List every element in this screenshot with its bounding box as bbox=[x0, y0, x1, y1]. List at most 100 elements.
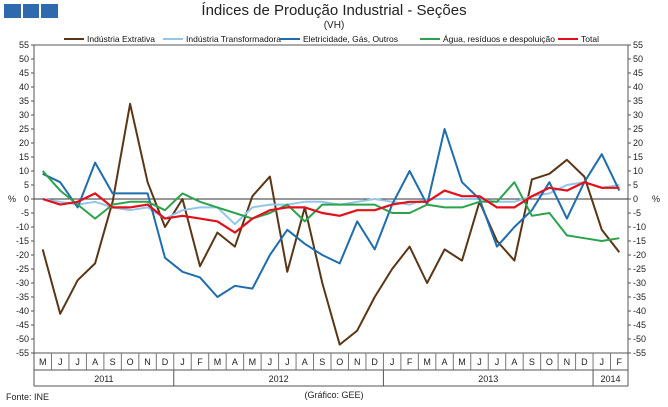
y-tick-label-left: 5 bbox=[24, 180, 29, 190]
y-tick-label-right: -45 bbox=[633, 320, 646, 330]
y-tick-label-left: -50 bbox=[16, 334, 29, 344]
x-tick-label: O bbox=[546, 357, 553, 367]
series-line-4 bbox=[41, 170, 620, 242]
x-tick-label: S bbox=[529, 357, 535, 367]
y-tick-label-left: 10 bbox=[19, 166, 29, 176]
legend-label: Indústria Extrativa bbox=[87, 34, 155, 44]
y-tick-label-right: -10 bbox=[633, 222, 646, 232]
ine-logo bbox=[4, 4, 59, 18]
series-line-2 bbox=[42, 181, 620, 226]
y-tick-label-left: 35 bbox=[19, 96, 29, 106]
chart-subtitle: (VH) bbox=[323, 20, 345, 31]
y-tick-label-right: 45 bbox=[633, 68, 643, 78]
chart-title: Índices de Produção Industrial - Seções bbox=[201, 2, 467, 19]
x-tick-label: J bbox=[268, 357, 273, 367]
y-tick-label-left: 40 bbox=[19, 82, 29, 92]
x-tick-label: M bbox=[214, 357, 222, 367]
y-tick-label-left: -45 bbox=[16, 320, 29, 330]
y-tick-label-left: 30 bbox=[19, 110, 29, 120]
x-tick-label: M bbox=[39, 357, 47, 367]
y-tick-label-left: -40 bbox=[16, 306, 29, 316]
x-tick-label: D bbox=[162, 357, 169, 367]
y-tick-label-right: -25 bbox=[633, 264, 646, 274]
x-tick-label: O bbox=[336, 357, 343, 367]
legend-label: Indústria Transformadora bbox=[186, 34, 281, 44]
x-tick-label: J bbox=[180, 357, 185, 367]
x-tick-label: A bbox=[442, 357, 448, 367]
y-tick-label-left: -5 bbox=[21, 208, 29, 218]
y-tick-label-right: 50 bbox=[633, 54, 643, 64]
legend-label: Total bbox=[581, 34, 599, 44]
y-tick-label-left: -25 bbox=[16, 264, 29, 274]
y-tick-label-right: 0 bbox=[633, 194, 638, 204]
x-tick-label: N bbox=[144, 357, 151, 367]
year-label: 2014 bbox=[601, 374, 621, 384]
y-tick-label-right: 30 bbox=[633, 110, 643, 120]
y-tick-label-left: -20 bbox=[16, 250, 29, 260]
x-tick-label: J bbox=[75, 357, 80, 367]
y-tick-label-right: 40 bbox=[633, 82, 643, 92]
x-tick-label: A bbox=[232, 357, 238, 367]
x-tick-label: S bbox=[319, 357, 325, 367]
x-tick-label: M bbox=[249, 357, 257, 367]
x-tick-label: A bbox=[511, 357, 517, 367]
source-note: Fonte: INE bbox=[6, 392, 50, 402]
x-tick-label: F bbox=[197, 357, 203, 367]
x-tick-label: D bbox=[371, 357, 378, 367]
y-tick-label-left: 0 bbox=[24, 194, 29, 204]
y-tick-label-left: 55 bbox=[19, 40, 29, 50]
x-tick-label: D bbox=[581, 357, 588, 367]
y-tick-label-right: -5 bbox=[633, 208, 641, 218]
x-tick-label: J bbox=[285, 357, 290, 367]
x-tick-label: J bbox=[600, 357, 605, 367]
y-tick-label-right: 15 bbox=[633, 152, 643, 162]
chart-credit: (Gráfico: GEE) bbox=[304, 390, 364, 400]
x-tick-label: O bbox=[127, 357, 134, 367]
x-tick-label: N bbox=[354, 357, 361, 367]
y-axis-label-right: % bbox=[652, 194, 660, 204]
y-tick-label-right: -30 bbox=[633, 278, 646, 288]
legend-label: Água, resíduos e despoluição bbox=[443, 34, 555, 44]
y-tick-label-right: 5 bbox=[633, 180, 638, 190]
series-line-5 bbox=[42, 181, 620, 234]
y-tick-label-right: 20 bbox=[633, 138, 643, 148]
x-tick-label: J bbox=[390, 357, 395, 367]
y-tick-label-left: -10 bbox=[16, 222, 29, 232]
x-tick-label: J bbox=[495, 357, 500, 367]
y-tick-label-right: -35 bbox=[633, 292, 646, 302]
x-tick-label: N bbox=[564, 357, 571, 367]
x-tick-label: S bbox=[110, 357, 116, 367]
year-label: 2012 bbox=[269, 374, 289, 384]
year-label: 2011 bbox=[94, 374, 113, 384]
y-tick-label-left: 50 bbox=[19, 54, 29, 64]
y-tick-label-left: -55 bbox=[16, 348, 29, 358]
y-tick-label-left: 25 bbox=[19, 124, 29, 134]
series-line-1 bbox=[41, 102, 621, 346]
x-tick-label: F bbox=[617, 357, 623, 367]
y-tick-label-right: 25 bbox=[633, 124, 643, 134]
year-label: 2013 bbox=[478, 374, 498, 384]
y-tick-label-left: -15 bbox=[16, 236, 29, 246]
y-tick-label-right: -55 bbox=[633, 348, 646, 358]
y-tick-label-left: 45 bbox=[19, 68, 29, 78]
y-tick-label-right: -40 bbox=[633, 306, 646, 316]
x-tick-label: J bbox=[477, 357, 482, 367]
x-tick-label: M bbox=[458, 357, 466, 367]
legend-label: Eletricidade, Gás, Outros bbox=[303, 34, 398, 44]
series-line-3 bbox=[42, 128, 621, 298]
x-tick-label: A bbox=[92, 357, 98, 367]
x-tick-label: A bbox=[302, 357, 308, 367]
x-tick-label: F bbox=[407, 357, 413, 367]
y-tick-label-right: -15 bbox=[633, 236, 646, 246]
x-tick-label: J bbox=[58, 357, 63, 367]
y-tick-label-left: -35 bbox=[16, 292, 29, 302]
y-tick-label-left: 20 bbox=[19, 138, 29, 148]
y-tick-label-right: 35 bbox=[633, 96, 643, 106]
y-axis-label-left: % bbox=[8, 194, 16, 204]
y-tick-label-left: -30 bbox=[16, 278, 29, 288]
y-tick-label-right: -20 bbox=[633, 250, 646, 260]
x-tick-label: M bbox=[423, 357, 431, 367]
y-tick-label-left: 15 bbox=[19, 152, 29, 162]
y-tick-label-right: 55 bbox=[633, 40, 643, 50]
